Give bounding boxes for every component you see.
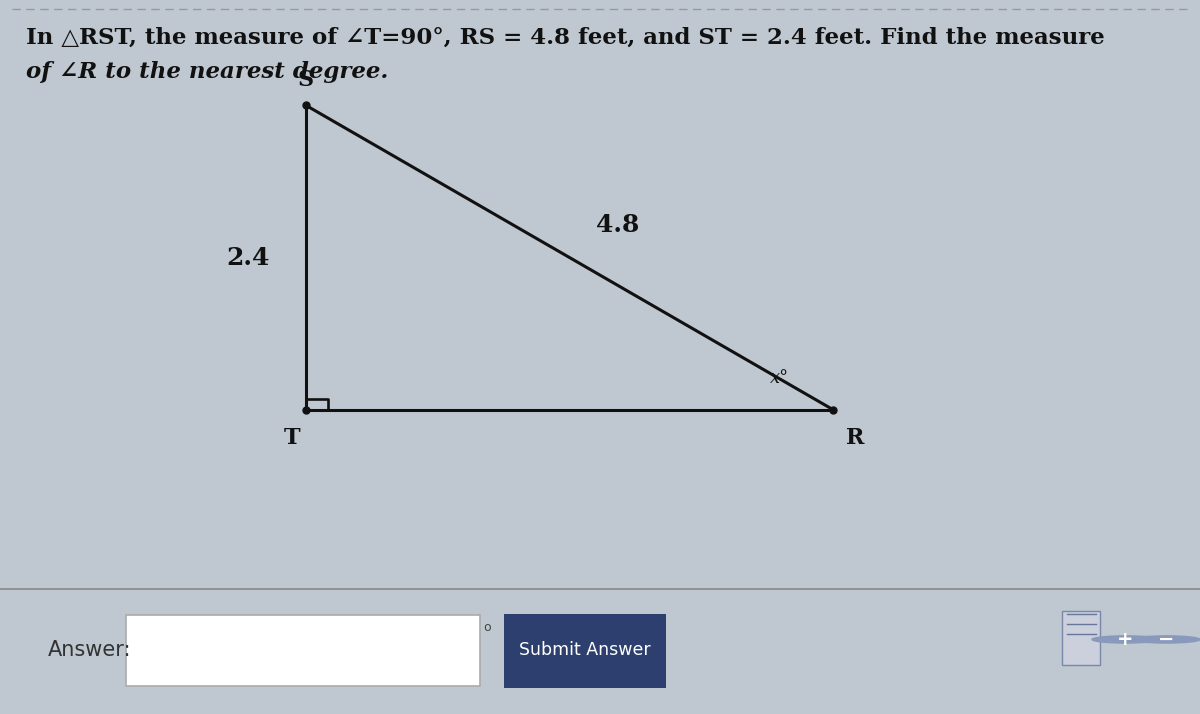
Bar — [1062, 611, 1100, 665]
Text: x°: x° — [769, 368, 788, 387]
Text: −: − — [1158, 630, 1175, 649]
Text: +: + — [1117, 630, 1134, 649]
Text: In △RST, the measure of ∠T=90°, RS = 4.8 feet, and ST = 2.4 feet. Find the measu: In △RST, the measure of ∠T=90°, RS = 4.8… — [26, 26, 1105, 49]
Text: T: T — [283, 428, 300, 449]
Text: Answer:: Answer: — [48, 640, 132, 660]
Bar — [504, 614, 666, 688]
Text: S: S — [298, 69, 314, 91]
Text: R: R — [846, 428, 864, 449]
Text: 2.4: 2.4 — [227, 246, 270, 270]
Text: Submit Answer: Submit Answer — [520, 640, 650, 659]
Text: 4.8: 4.8 — [596, 213, 640, 238]
Circle shape — [1092, 636, 1159, 643]
Text: of ∠R to the nearest degree.: of ∠R to the nearest degree. — [26, 61, 389, 84]
Circle shape — [1133, 636, 1200, 643]
Text: o: o — [484, 621, 491, 635]
Bar — [126, 615, 480, 685]
